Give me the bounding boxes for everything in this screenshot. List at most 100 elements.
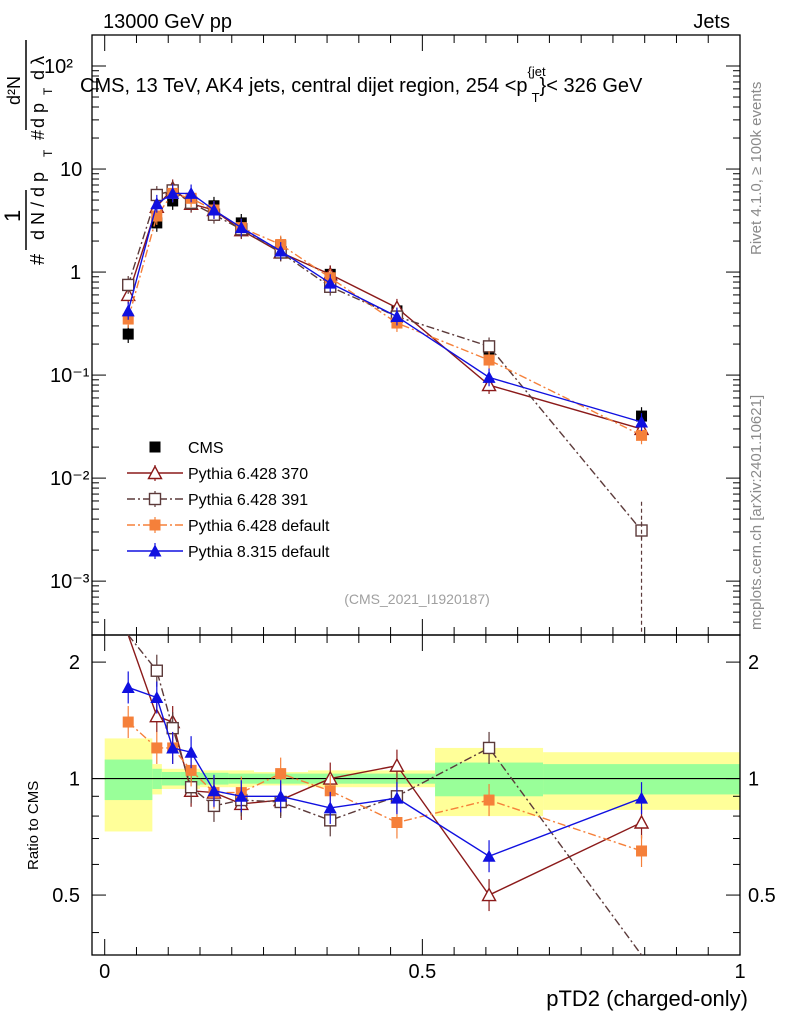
data-point (323, 276, 337, 289)
svg-text:d λ: d λ (28, 56, 48, 80)
legend-marker (147, 465, 163, 480)
title-end: }< 326 GeV (540, 75, 644, 97)
ratio-point (324, 785, 336, 797)
ratio-point (122, 716, 134, 728)
legend-label: Pythia 6.428 391 (188, 492, 308, 509)
title-sub: T (532, 90, 540, 105)
y-tick-label: 10 (60, 159, 82, 181)
svg-text:d²N: d²N (4, 76, 24, 105)
ratio-point (481, 887, 497, 902)
data-point (184, 186, 198, 199)
data-point (121, 304, 135, 317)
top-chart-title: CMS, 13 TeV, AK4 jets, central dijet reg… (80, 64, 643, 105)
svg-text:T: T (41, 149, 55, 157)
legend-entry: Pythia 8.315 default (127, 543, 330, 561)
ratio-y-tick-label-right: 0.5 (748, 885, 776, 907)
legend-entry: Pythia 6.428 391 (127, 491, 308, 509)
legend: CMS Pythia 6.428 370 Pythia 6.428 391 Pythi… (127, 440, 330, 561)
ratio-point (234, 789, 248, 802)
legend-marker (148, 492, 162, 506)
ratio-plot-panel: 0 0.5 1 0.5 0.5 1 1 2 2 (52, 634, 776, 983)
analysis-watermark: (CMS_2021_I1920187) (344, 591, 490, 607)
legend-marker (149, 441, 161, 453)
ratio-point (207, 784, 221, 797)
title-sup: {jet (528, 64, 546, 79)
data-point (122, 328, 134, 340)
svg-text:CMS, 13 TeV, AK4 jets, central: CMS, 13 TeV, AK4 jets, central dijet reg… (80, 64, 643, 105)
ratio-series-pythia-8-315-default (121, 671, 649, 873)
ratio-point (185, 764, 197, 776)
title-main: CMS, 13 TeV, AK4 jets, central dijet reg… (80, 75, 528, 97)
series-line (127, 189, 643, 531)
ratio-point (166, 741, 180, 754)
ratio-point (149, 708, 165, 723)
legend-label: CMS (188, 440, 224, 457)
ratio-point (150, 691, 164, 704)
header-right: Jets (693, 11, 730, 33)
ratio-y-tick-label: 1 (69, 769, 80, 791)
data-point (151, 210, 163, 222)
series-pythia-6-428-391 (122, 181, 648, 540)
series-cms (122, 191, 648, 425)
mcplots-label: mcplots.cern.ch [arXiv:2401.10621] (748, 395, 765, 630)
ratio-frame (91, 634, 741, 956)
y-tick-label: 1 (70, 262, 81, 284)
series-pythia-8-315-default (121, 184, 649, 431)
data-point (274, 244, 288, 257)
stat-uncertainty-band (104, 759, 153, 801)
ratio-y-tick-label: 0.5 (52, 885, 80, 907)
legend-entry: Pythia 6.428 default (127, 517, 330, 535)
series-pythia-6-428-default (122, 184, 648, 445)
svg-text:d N / d p: d N / d p (28, 172, 48, 240)
ratio-y-tick-label-right: 2 (748, 652, 759, 674)
ratio-point (635, 791, 649, 804)
legend-label: Pythia 8.315 default (188, 544, 330, 561)
x-tick-label: 0 (99, 961, 110, 983)
data-point (150, 197, 164, 210)
data-point (636, 429, 648, 441)
series-line (127, 187, 642, 430)
data-point (234, 221, 248, 234)
ratio-point (389, 757, 405, 772)
x-tick-label: 0.5 (408, 961, 436, 983)
y-tick-label: 10⁻³ (50, 571, 90, 593)
data-point (635, 415, 649, 428)
data-point (482, 340, 496, 353)
ratio-point (184, 745, 198, 758)
data-point (482, 370, 496, 383)
svg-text:T: T (41, 87, 55, 95)
legend-entry: Pythia 6.428 370 (127, 465, 308, 483)
rivet-label: Rivet 4.1.0, ≥ 100k events (748, 82, 765, 255)
ratio-point (274, 789, 288, 802)
header-left: 13000 GeV pp (103, 11, 232, 33)
legend-marker (149, 519, 161, 531)
data-point (390, 310, 404, 323)
data-point (483, 354, 495, 366)
series-line (127, 192, 642, 423)
y-tick-label: 10⁻² (50, 468, 90, 490)
ratio-y-tick-label: 2 (69, 652, 80, 674)
legend-label: Pythia 6.428 370 (188, 466, 308, 483)
ratio-y-axis-label: Ratio to CMS (25, 781, 42, 870)
ratio-point (636, 845, 648, 857)
ratio-point (323, 801, 337, 814)
x-axis-label: pTD2 (charged-only) (546, 986, 748, 1011)
top-y-axis-label: # 1 d N / d p T # d²N d p T d λ (0, 40, 55, 265)
y-tick-label: 10⁻¹ (50, 365, 90, 387)
y-label-hash: # (27, 253, 49, 265)
ratio-point (390, 791, 404, 804)
svg-text:1: 1 (0, 210, 25, 222)
data-point (207, 203, 221, 216)
ratio-point (151, 742, 163, 754)
ratio-point (483, 794, 495, 806)
ratio-point (482, 741, 496, 755)
ratio-point (482, 849, 496, 862)
data-point (122, 278, 135, 292)
ratio-point (633, 814, 650, 829)
y-tick-label: 10² (44, 56, 73, 78)
ratio-y-tick-label-right: 1 (748, 769, 759, 791)
svg-text:#: # (28, 130, 48, 140)
svg-text:d p: d p (28, 103, 48, 128)
x-tick-label: 1 (734, 961, 745, 983)
